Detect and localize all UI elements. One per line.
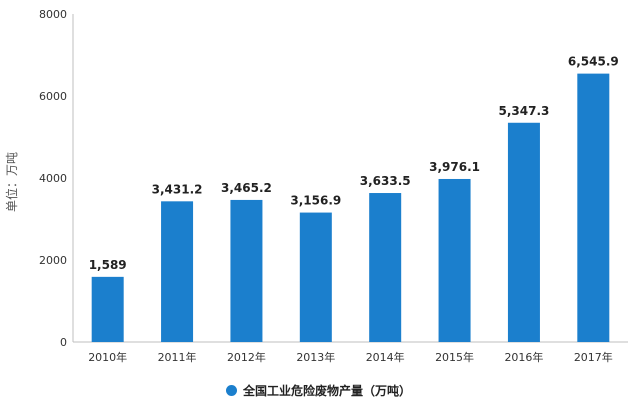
x-tick-label: 2014年	[366, 350, 405, 364]
y-axis-label: 单位：万吨	[4, 152, 19, 212]
bar	[299, 212, 332, 342]
data-label: 3,431.2	[152, 182, 203, 196]
legend: 全国工业危险废物产量（万吨）	[0, 382, 637, 399]
legend-label: 全国工业危险废物产量（万吨）	[242, 384, 411, 398]
data-label: 3,465.2	[221, 181, 272, 195]
bar	[230, 199, 263, 342]
bar	[577, 73, 610, 342]
y-tick-labels: 0 2000 4000 6000 8000	[39, 8, 67, 349]
x-tick-label: 2011年	[158, 350, 197, 364]
y-tick-label: 4000	[39, 172, 67, 185]
y-tick-label: 6000	[39, 90, 67, 103]
x-tick-label: 2010年	[88, 350, 127, 364]
y-tick-label: 0	[60, 336, 67, 349]
x-tick-label: 2016年	[504, 350, 543, 364]
bar	[369, 193, 402, 342]
x-tick-label: 2013年	[296, 350, 335, 364]
data-labels: 1,589 3,431.2 3,465.2 3,156.9 3,633.5 3,976.1…	[89, 55, 619, 272]
data-label: 3,633.5	[360, 174, 411, 188]
bars	[91, 73, 610, 342]
y-tick-label: 8000	[39, 8, 67, 21]
data-label: 3,976.1	[429, 160, 480, 174]
x-tick-label: 2017年	[574, 350, 613, 364]
data-label: 3,156.9	[290, 194, 341, 208]
data-label: 1,589	[89, 258, 127, 272]
legend-marker	[225, 385, 237, 396]
bar	[438, 178, 471, 342]
data-label: 5,347.3	[499, 104, 550, 118]
bar	[161, 201, 194, 342]
x-tick-labels: 2010年 2011年 2012年 2013年 2014年 2015年 2016年 2017年	[88, 350, 613, 364]
x-tick-label: 2015年	[435, 350, 474, 364]
x-tick-label: 2012年	[227, 350, 266, 364]
bar	[91, 276, 124, 342]
y-tick-label: 2000	[39, 254, 67, 267]
data-label: 6,545.9	[568, 55, 619, 69]
bar	[507, 122, 540, 342]
